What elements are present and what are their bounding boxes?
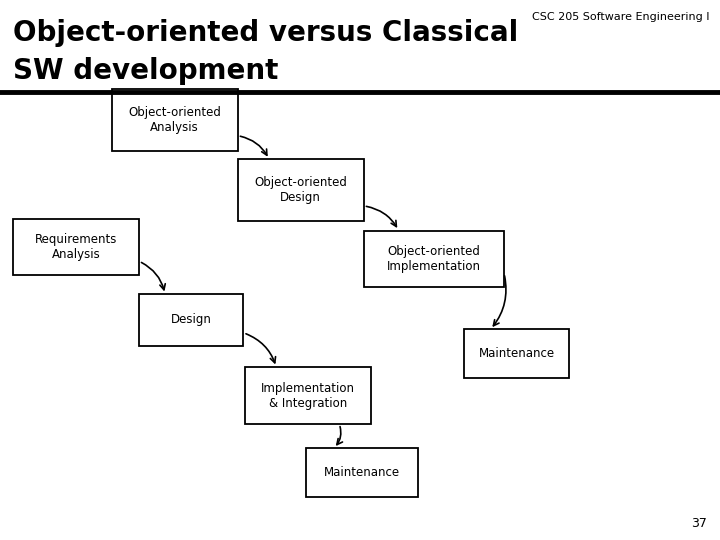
Text: Implementation
& Integration: Implementation & Integration: [261, 382, 355, 409]
Text: Design: Design: [171, 313, 212, 327]
Text: 37: 37: [691, 517, 707, 530]
FancyBboxPatch shape: [464, 329, 569, 378]
Text: Object-oriented versus Classical: Object-oriented versus Classical: [13, 19, 518, 47]
FancyBboxPatch shape: [112, 89, 238, 151]
FancyBboxPatch shape: [364, 231, 504, 287]
Text: Object-oriented
Design: Object-oriented Design: [254, 177, 347, 204]
Text: SW development: SW development: [13, 57, 279, 85]
FancyBboxPatch shape: [245, 367, 371, 424]
Text: Maintenance: Maintenance: [324, 466, 400, 479]
FancyBboxPatch shape: [13, 219, 139, 275]
Text: Object-oriented
Analysis: Object-oriented Analysis: [128, 106, 221, 134]
FancyBboxPatch shape: [306, 448, 418, 497]
FancyBboxPatch shape: [238, 159, 364, 221]
Text: Object-oriented
Implementation: Object-oriented Implementation: [387, 245, 481, 273]
FancyBboxPatch shape: [139, 294, 243, 346]
Text: Requirements
Analysis: Requirements Analysis: [35, 233, 117, 261]
Text: CSC 205 Software Engineering I: CSC 205 Software Engineering I: [531, 12, 709, 22]
Text: Maintenance: Maintenance: [479, 347, 554, 360]
